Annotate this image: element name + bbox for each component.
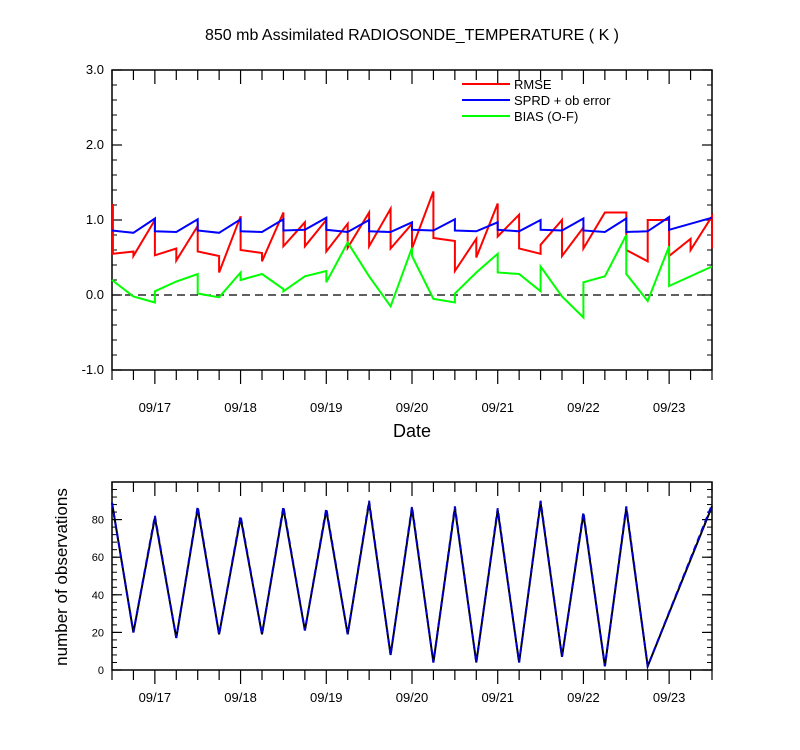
y-tick-label: 20 [92,627,104,639]
y-tick-label: 1.0 [86,212,104,227]
series-line-sprd-ob-error [111,215,713,234]
x-tick-label: 09/17 [139,690,172,705]
x-tick-label: 09/20 [396,690,429,705]
x-tick-label: 09/23 [653,400,686,415]
x-tick-label: 09/20 [396,400,429,415]
series-line-obs-1 [111,500,713,671]
x-tick-label: 09/18 [224,690,257,705]
series-line-obs-0 [111,502,713,671]
x-tick-label: 09/21 [481,400,514,415]
x-tick-label: 09/23 [653,690,686,705]
y-tick-label: 3.0 [86,62,104,77]
top-chart: 3.0 2.0 1.0 0.0 -1.0 09/17 09/18 09/19 09/20 09/2… [82,62,713,415]
x-tick-label: 09/21 [481,690,514,705]
legend-label: RMSE [514,77,552,92]
top-chart-title: 850 mb Assimilated RADIOSONDE_TEMPERATUR… [205,27,619,44]
top-chart-xlabel: Date [393,421,431,441]
series-line-rmse [111,191,713,275]
x-tick-label: 09/22 [567,400,600,415]
x-tick-label: 09/22 [567,690,600,705]
series-line-bias-o-f [111,234,713,320]
legend-label: SPRD + ob error [514,93,611,108]
y-tick-label: 80 [92,515,104,527]
y-tick-label: 0 [98,665,104,677]
x-tick-label: 09/19 [310,400,343,415]
y-tick-label: 40 [92,590,104,602]
y-tick-label: 0.0 [86,287,104,302]
legend-label: BIAS (O-F) [514,109,578,124]
x-tick-label: 09/18 [224,400,257,415]
plot-frame [111,69,713,371]
bottom-chart: 80 60 40 20 0 09/17 09/18 09/19 09/20 09/21 09/22 0… [92,481,713,705]
bottom-chart-ylabel: number of observations [52,488,71,666]
x-tick-label: 09/17 [139,400,172,415]
y-tick-label: -1.0 [82,362,104,377]
y-tick-label: 2.0 [86,137,104,152]
x-tick-label: 09/19 [310,690,343,705]
y-tick-label: 60 [92,552,104,564]
